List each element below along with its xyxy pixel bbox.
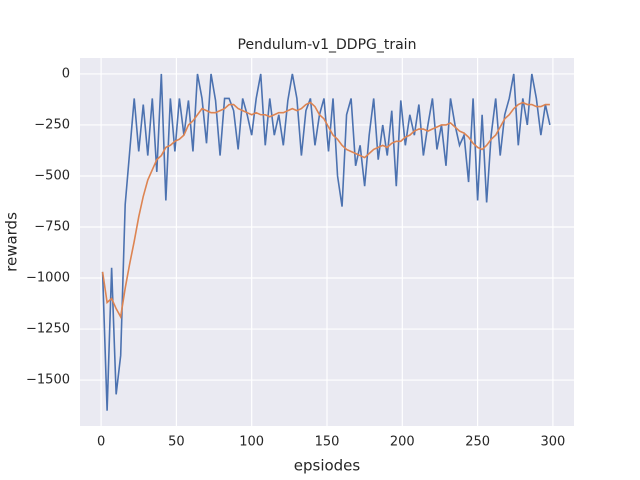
y-tick-label: −1250 xyxy=(26,322,70,337)
x-tick-label: 150 xyxy=(315,435,340,450)
y-tick-label: −250 xyxy=(34,117,70,132)
y-tick-label: −750 xyxy=(34,219,70,234)
x-axis-label: epsiodes xyxy=(294,457,361,475)
y-axis-label: rewards xyxy=(3,212,21,272)
x-tick-label: 250 xyxy=(465,435,490,450)
x-tick-label: 200 xyxy=(390,435,415,450)
x-tick-label: 50 xyxy=(168,435,185,450)
chart-title: Pendulum-v1_DDPG_train xyxy=(238,37,417,53)
y-tick-label: 0 xyxy=(62,66,70,81)
data-line xyxy=(101,101,550,320)
y-tick-label: −500 xyxy=(34,168,70,183)
y-tick-label: −1500 xyxy=(26,373,70,388)
x-tick-label: 100 xyxy=(239,435,264,450)
data-line xyxy=(101,73,551,411)
x-tick-label: 300 xyxy=(541,435,566,450)
y-tick-label: −1000 xyxy=(26,271,70,286)
x-tick-label: 0 xyxy=(97,435,105,450)
